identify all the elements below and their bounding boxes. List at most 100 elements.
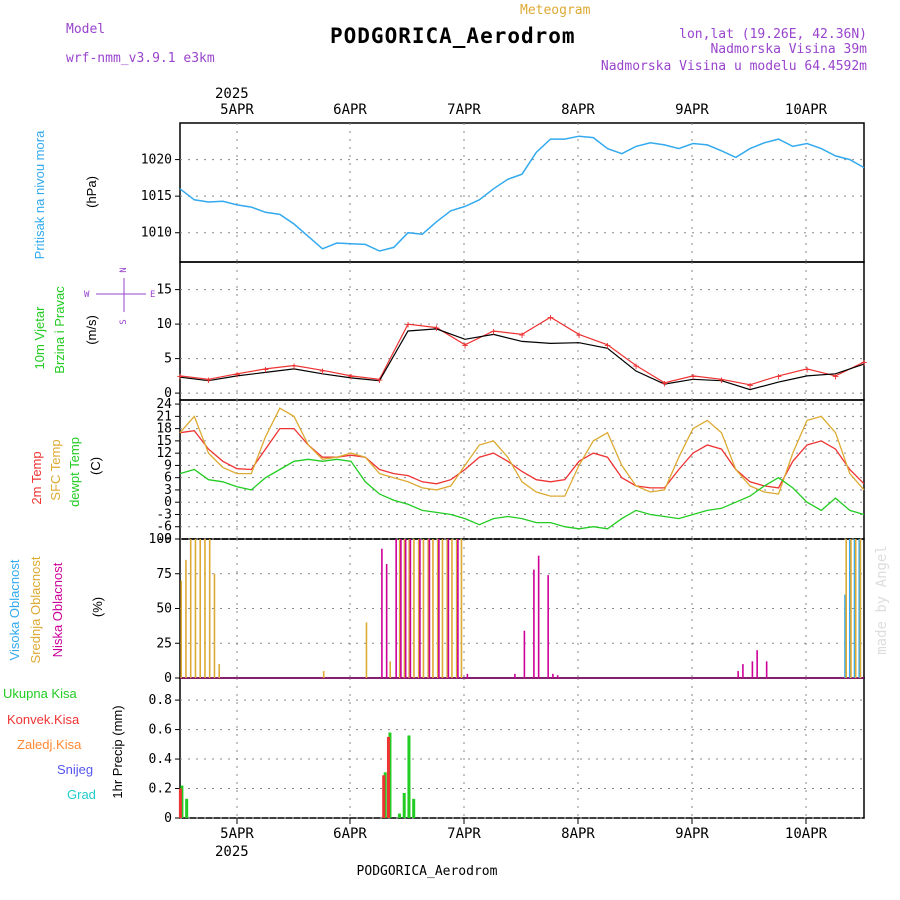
ytick-label-wind: 15 — [156, 283, 172, 298]
ytick-label-temperature: 3 — [164, 483, 172, 498]
wind-gust-marker: + — [661, 377, 668, 390]
footer-title: PODGORICA_Aerodrom — [357, 864, 498, 879]
ytick-label-clouds: 75 — [156, 567, 172, 582]
compass-north: N — [119, 267, 129, 272]
ytick-label-wind: 0 — [164, 386, 172, 401]
ytick-label-wind: 5 — [164, 352, 172, 367]
ytick-label-temperature: 9 — [164, 458, 172, 473]
wind-gust-marker: + — [804, 363, 811, 376]
ytick-label-clouds: 0 — [164, 671, 172, 686]
ytick-label-precip: 0.4 — [149, 752, 173, 767]
ytick-label-temperature: -3 — [156, 507, 172, 522]
ytick-label-temperature: 6 — [164, 471, 172, 486]
page-title: PODGORICA_Aerodrom — [330, 24, 576, 48]
watermark: made by Angel — [874, 545, 890, 655]
temp-dewpt-line — [179, 458, 865, 530]
bottom-date-label: 10APR — [785, 826, 828, 842]
grid-lines: 101010151020051015-9-6-30369121518212402… — [141, 123, 864, 826]
panel-frames — [179, 122, 865, 819]
ytick-label-pressure: 1015 — [141, 189, 172, 204]
pressure-title: Pritisak na nivou mora — [32, 130, 47, 259]
compass-west: W — [84, 290, 90, 300]
precip-legend-conv: Konvek.Kisa — [7, 712, 80, 727]
wind-gust-marker: + — [576, 328, 583, 341]
bottom-date-label: 8APR — [561, 826, 595, 842]
year-bottom: 2025 — [215, 844, 249, 860]
wind-gust-marker: + — [405, 318, 412, 331]
ytick-label-clouds: 100 — [149, 532, 172, 547]
wind-gust-marker: + — [234, 368, 241, 381]
pressure-line — [179, 135, 865, 252]
precip-conv-bar — [178, 788, 182, 818]
precip-legend-grad: Grad — [67, 787, 96, 802]
ytick-label-pressure: 1010 — [141, 226, 172, 241]
pressure-unit: (hPa) — [84, 176, 99, 208]
precip-conv-bar — [386, 736, 390, 818]
panel-frame-precip — [179, 677, 865, 819]
wind-gust-marker: + — [604, 339, 611, 352]
ytick-label-temperature: 18 — [156, 422, 172, 437]
model-elevation-label: Nadmorska Visina u modelu 64.4592m — [601, 59, 867, 74]
wind-gust-marker: + — [462, 339, 469, 352]
wind-gust-marker: + — [775, 370, 782, 383]
precip-legend-total: Ukupna Kisa — [3, 686, 77, 701]
precip-total-bar — [412, 798, 416, 818]
wind-gust-marker: + — [690, 370, 697, 383]
wind-gust-marker: + — [861, 356, 868, 369]
bottom-date-label: 6APR — [333, 826, 367, 842]
top-date-label: 8APR — [561, 102, 595, 118]
top-date-label: 5APR — [220, 102, 254, 118]
top-date-label: 10APR — [785, 102, 828, 118]
top-date-label: 6APR — [333, 102, 367, 118]
cloud-unit: (%) — [90, 597, 105, 617]
ytick-label-precip: 0.6 — [149, 723, 172, 738]
ytick-label-clouds: 50 — [156, 602, 172, 617]
temp-title-2: SFC Temp — [48, 439, 63, 500]
ytick-label-temperature: 21 — [156, 409, 172, 424]
coords-label: lon,lat (19.26E, 42.36N) — [679, 27, 867, 42]
compass-south: S — [119, 319, 129, 324]
ytick-label-precip: 0 — [164, 811, 172, 826]
meteogram-subtitle: Meteogram — [520, 3, 591, 18]
ytick-label-pressure: 1020 — [141, 153, 172, 168]
ytick-label-temperature: 12 — [156, 446, 172, 461]
wind-gust-marker: + — [519, 328, 526, 341]
top-date-labels: 5APR 6APR 7APR 8APR 9APR 10APR — [220, 102, 827, 118]
wind-unit: (m/s) — [84, 315, 99, 345]
wind-gust-marker: + — [348, 370, 355, 383]
ytick-label-temperature: -6 — [156, 520, 172, 535]
cloud-mid-title: Srednja Oblacnost — [28, 556, 43, 663]
wind-gust-marker: + — [262, 363, 269, 376]
ytick-label-wind: 10 — [156, 317, 172, 332]
ytick-label-temperature: -9 — [156, 532, 172, 547]
wind-gust-marker: + — [747, 379, 754, 392]
year-top: 2025 — [215, 86, 249, 102]
wind-gust-marker: + — [633, 360, 640, 373]
top-date-label: 9APR — [675, 102, 709, 118]
wind-gust-marker: + — [319, 364, 326, 377]
temp-sfc-line — [179, 407, 865, 497]
cloud-high-title: Visoka Oblacnost — [7, 559, 22, 660]
wind-speed-line — [179, 316, 865, 386]
bottom-date-label: 7APR — [447, 826, 481, 842]
data-layer: + + + + + + + + + + + + + + + + + + + + + + + + + — [177, 135, 868, 818]
temp-2m-line — [179, 427, 865, 489]
wind-gust-marker: + — [291, 360, 298, 373]
precip-legend-frz: Zaledj.Kisa — [17, 737, 82, 752]
wind-gust-marker: + — [547, 311, 554, 324]
top-date-label: 7APR — [447, 102, 481, 118]
wind-gust-marker: + — [376, 373, 383, 386]
precip-conv-bar — [382, 775, 386, 818]
wind-title-2: Brzina i Pravac — [52, 286, 67, 374]
wind-mean-line — [179, 328, 865, 391]
model-label: Model — [66, 22, 105, 37]
ytick-label-temperature: 0 — [164, 495, 172, 510]
cloud-low-title: Niska Oblacnost — [50, 562, 65, 657]
wind-gust-marker: + — [832, 370, 839, 383]
precip-total-bar — [185, 798, 189, 818]
bottom-date-labels: 5APR 6APR 7APR 8APR 9APR 10APR — [220, 818, 828, 842]
panel-frame-clouds — [179, 538, 865, 679]
ytick-label-temperature: 24 — [156, 397, 172, 412]
ytick-label-precip: 0.2 — [149, 782, 172, 797]
